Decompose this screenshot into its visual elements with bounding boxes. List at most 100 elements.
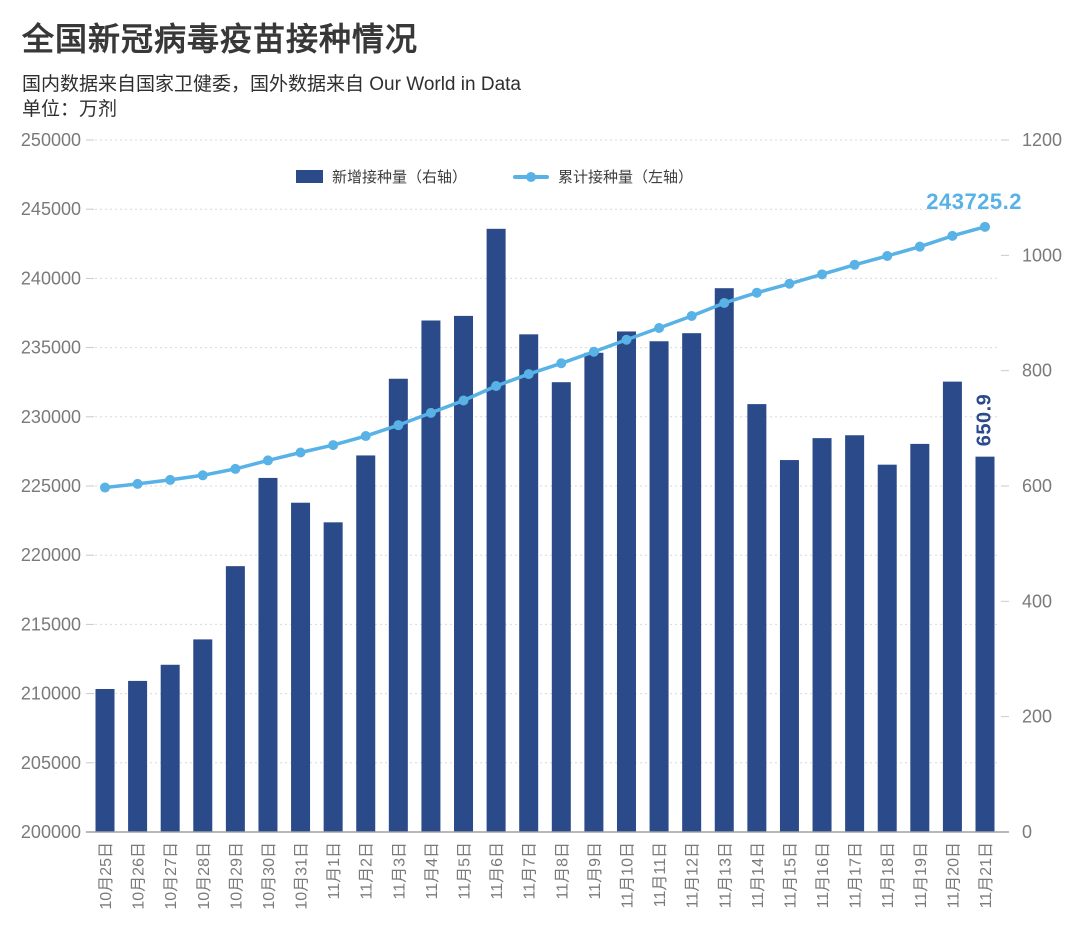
bar bbox=[454, 315, 474, 833]
x-axis-tick-label: 11月5日 bbox=[457, 842, 474, 900]
x-axis-tick-label: 11月11日 bbox=[652, 842, 669, 907]
bar bbox=[225, 566, 245, 832]
x-axis-tick-label: 11月2日 bbox=[359, 842, 376, 900]
bar bbox=[128, 680, 148, 832]
line-point bbox=[328, 440, 339, 451]
right-axis-tick-label: 600 bbox=[1022, 476, 1052, 496]
line-point bbox=[621, 334, 632, 345]
x-axis-tick-label: 11月15日 bbox=[782, 842, 799, 908]
right-axis-tick-label: 400 bbox=[1022, 591, 1052, 611]
bar bbox=[388, 378, 408, 832]
line-point bbox=[165, 474, 176, 485]
line-point bbox=[914, 241, 925, 252]
left-axis-tick-label: 215000 bbox=[21, 614, 81, 634]
left-axis-tick-label: 245000 bbox=[21, 199, 81, 219]
line-point bbox=[556, 358, 567, 369]
x-axis-tick-label: 11月14日 bbox=[750, 842, 767, 908]
line-series-swatch-icon bbox=[513, 171, 550, 182]
line-point bbox=[100, 482, 110, 493]
bar bbox=[356, 455, 376, 832]
left-axis-tick-label: 220000 bbox=[21, 545, 81, 565]
line-point bbox=[686, 311, 697, 322]
x-axis-tick-label: 11月12日 bbox=[685, 842, 702, 908]
bar bbox=[649, 341, 669, 832]
right-axis-tick-label: 800 bbox=[1022, 361, 1052, 381]
data-source-subtitle: 国内数据来自国家卫健委，国外数据来自 Our World in Data bbox=[22, 74, 521, 95]
x-axis-tick-label: 11月8日 bbox=[554, 842, 571, 900]
x-axis-tick-label: 11月17日 bbox=[848, 842, 865, 908]
line-point bbox=[980, 221, 990, 232]
x-axis-tick-label: 11月7日 bbox=[522, 842, 539, 900]
line-point bbox=[393, 420, 404, 431]
cumulative-line bbox=[103, 225, 987, 490]
line-point bbox=[849, 259, 860, 270]
right-axis-tick-label: 0 bbox=[1022, 822, 1032, 842]
bar bbox=[421, 320, 441, 832]
left-axis-tick-label: 250000 bbox=[21, 130, 81, 150]
bar bbox=[258, 477, 278, 832]
line-point bbox=[132, 478, 143, 489]
x-axis-tick-label: 11月16日 bbox=[815, 842, 832, 908]
x-axis-tick-label: 11月4日 bbox=[424, 842, 441, 900]
line-point bbox=[458, 395, 469, 406]
line-point bbox=[197, 470, 208, 481]
legend-label-cumulative: 累计接种量（左轴） bbox=[558, 169, 694, 186]
unit-label: 单位：万剂 bbox=[22, 99, 118, 120]
x-axis-tick-label: 11月21日 bbox=[978, 842, 995, 908]
bar bbox=[812, 438, 832, 832]
line-point bbox=[588, 346, 599, 357]
legend-item-cumulative: 累计接种量（左轴） bbox=[513, 166, 693, 187]
x-axis-tick-label: 11月18日 bbox=[880, 842, 897, 908]
line-point bbox=[947, 230, 958, 241]
last-daily-value-label: 650.9 bbox=[973, 393, 996, 447]
bar-series-swatch-icon bbox=[296, 170, 323, 183]
x-axis-tick-label: 11月3日 bbox=[391, 842, 408, 900]
left-axis-tick-label: 210000 bbox=[21, 684, 81, 704]
line-point bbox=[784, 278, 795, 289]
line-point bbox=[295, 447, 306, 458]
bar bbox=[747, 404, 767, 832]
page-title: 全国新冠病毒疫苗接种情况 bbox=[22, 21, 419, 57]
bar bbox=[584, 352, 604, 832]
x-axis-tick-label: 10月29日 bbox=[228, 842, 245, 910]
x-axis-tick-label: 11月10日 bbox=[619, 842, 636, 908]
left-axis-tick-label: 235000 bbox=[21, 338, 81, 358]
bar bbox=[910, 443, 930, 832]
line-point bbox=[751, 287, 762, 298]
bar bbox=[193, 639, 213, 832]
chart-legend: 新增接种量（右轴） 累计接种量（左轴） bbox=[296, 166, 693, 187]
x-axis-tick-label: 11月20日 bbox=[945, 842, 962, 908]
bar bbox=[877, 464, 897, 832]
left-axis-tick-label: 240000 bbox=[21, 268, 81, 288]
right-axis-tick-label: 1000 bbox=[1022, 245, 1062, 265]
line-point bbox=[491, 381, 502, 392]
bar bbox=[942, 381, 962, 832]
bar bbox=[682, 333, 702, 832]
last-cumulative-value-label: 243725.2 bbox=[926, 189, 1022, 214]
line-marker-dot-icon bbox=[526, 171, 537, 182]
x-axis-tick-label: 11月6日 bbox=[489, 842, 506, 900]
bar bbox=[323, 522, 343, 832]
right-axis-tick-label: 200 bbox=[1022, 707, 1052, 727]
line-point bbox=[654, 322, 665, 333]
line-point bbox=[882, 250, 893, 261]
bar bbox=[160, 664, 180, 832]
bar bbox=[714, 288, 734, 832]
x-axis-tick-label: 10月27日 bbox=[163, 842, 180, 910]
bar bbox=[551, 382, 571, 832]
bar bbox=[779, 460, 799, 832]
left-axis-tick-label: 230000 bbox=[21, 407, 81, 427]
x-axis-tick-label: 11月1日 bbox=[326, 842, 343, 900]
x-axis-tick-label: 10月31日 bbox=[294, 842, 311, 910]
line-point bbox=[360, 431, 371, 442]
line-point bbox=[425, 407, 436, 418]
x-axis-tick-label: 11月9日 bbox=[587, 842, 604, 900]
bar bbox=[519, 334, 539, 832]
line-point bbox=[262, 455, 273, 466]
x-axis-tick-label: 10月26日 bbox=[131, 842, 148, 910]
x-axis-tick-label: 10月30日 bbox=[261, 842, 278, 910]
bar bbox=[616, 331, 636, 832]
left-axis-tick-label: 200000 bbox=[21, 822, 81, 842]
